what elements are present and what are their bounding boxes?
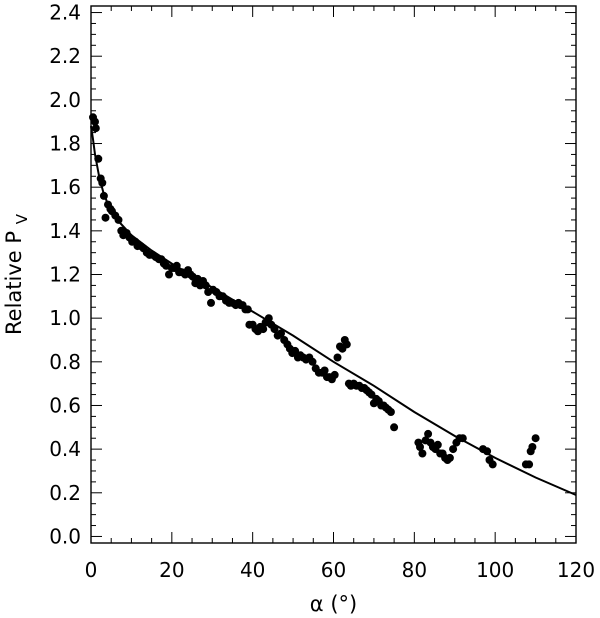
data-point: [270, 325, 279, 334]
x-tick-label: 120: [557, 558, 595, 582]
data-point: [172, 261, 181, 270]
data-point: [342, 340, 351, 349]
data-point: [424, 429, 433, 438]
data-point: [207, 298, 215, 307]
y-tick-label: 0.6: [49, 393, 81, 417]
data-point: [114, 215, 123, 224]
y-tick-label: 1.2: [49, 263, 81, 287]
data-point: [525, 460, 534, 469]
data-point: [390, 423, 399, 432]
data-points: [89, 113, 540, 469]
data-point: [91, 124, 100, 133]
tick-labels: 0 20 40 60 80 100 120 0.0 0.2 0.4 0.6 0.8 1.0 1.2 1.4 1…: [49, 1, 595, 582]
y-tick-label: 1.4: [49, 219, 81, 243]
axis-ticks: [90, 6, 577, 543]
data-point: [483, 447, 492, 456]
data-point: [98, 178, 107, 187]
data-point: [418, 449, 427, 458]
data-point: [243, 305, 252, 314]
data-point: [386, 408, 395, 416]
data-point: [259, 325, 268, 334]
y-tick-label: 1.6: [49, 175, 81, 199]
x-axis-title: α (°): [310, 592, 357, 616]
y-tick-label: 0.8: [49, 350, 81, 374]
x-tick-label: 80: [402, 558, 427, 582]
data-point: [320, 366, 329, 375]
data-point: [308, 357, 317, 366]
y-tick-label: 1.0: [49, 306, 81, 330]
data-point: [333, 353, 342, 362]
x-tick-label: 0: [85, 558, 98, 582]
y-tick-label: 0.2: [49, 481, 81, 505]
data-point: [277, 329, 285, 338]
data-point: [449, 445, 458, 454]
x-tick-label: 100: [476, 558, 514, 582]
y-tick-label: 2.2: [49, 44, 81, 68]
x-tick-label: 20: [159, 558, 184, 582]
data-point: [445, 453, 454, 462]
data-point: [458, 434, 467, 443]
data-point: [99, 191, 108, 200]
x-tick-label: 40: [240, 558, 265, 582]
y-axis-title-subscript: V: [13, 213, 31, 224]
y-tick-label: 0.4: [49, 437, 81, 461]
data-point: [201, 281, 210, 290]
y-tick-label: 1.8: [49, 132, 81, 156]
data-point: [531, 434, 540, 443]
data-point: [101, 213, 110, 222]
data-point: [488, 460, 497, 469]
data-point: [291, 346, 300, 355]
y-tick-label: 2.0: [49, 88, 81, 112]
y-tick-label: 2.4: [49, 1, 81, 25]
fit-curve-group: [90, 125, 577, 496]
data-point: [91, 117, 99, 126]
y-tick-label: 0.0: [49, 524, 81, 548]
data-point: [416, 443, 424, 451]
fit-curve: [90, 125, 577, 496]
data-point: [433, 440, 442, 449]
y-axis-title: Relative P V: [2, 213, 31, 335]
data-point: [528, 443, 537, 451]
x-tick-label: 60: [321, 558, 346, 582]
data-point: [94, 154, 103, 163]
data-point: [264, 314, 273, 323]
data-point: [330, 370, 339, 379]
data-point: [165, 270, 173, 279]
